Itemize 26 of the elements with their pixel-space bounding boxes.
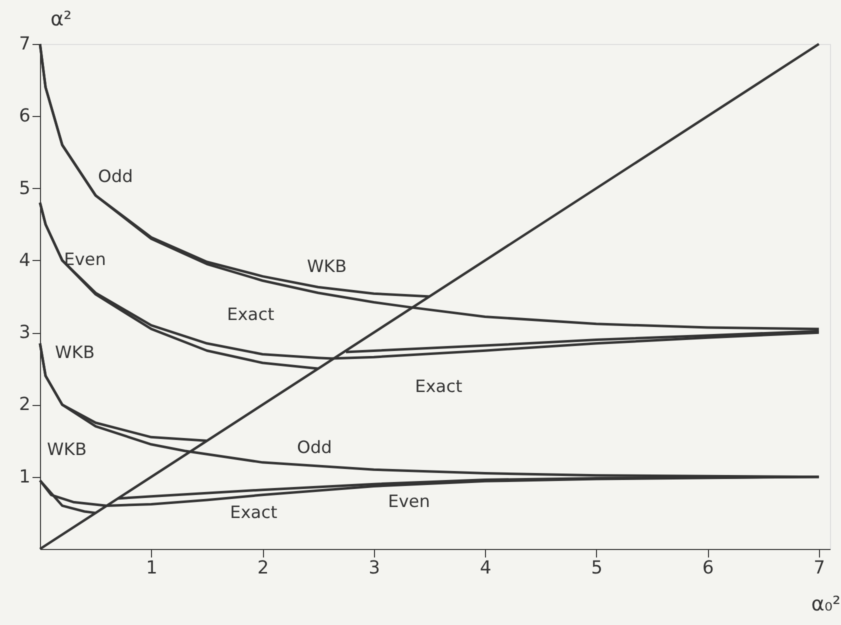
x-tick-label: 6: [702, 558, 714, 578]
y-tick-label: 6: [19, 106, 30, 127]
annotation: WKB: [55, 343, 95, 363]
annotation: Even: [388, 492, 430, 512]
annotation: Exact: [227, 305, 275, 325]
x-tick-label: 4: [480, 558, 492, 578]
y-tick-label: 1: [19, 466, 30, 488]
x-tick-label: 2: [257, 558, 269, 578]
annotation: Exact: [230, 503, 278, 523]
annotation: Even: [64, 250, 106, 270]
annotation: WKB: [307, 257, 347, 277]
annotation: Odd: [98, 167, 133, 187]
annotation: WKB: [47, 440, 87, 460]
y-tick-label: 4: [19, 250, 30, 271]
y-tick-label: 3: [19, 322, 30, 344]
y-tick-label: 7: [19, 34, 30, 54]
x-tick-label: 5: [591, 558, 603, 578]
x-tick-label: 7: [814, 558, 826, 578]
x-axis-title: α₀²: [811, 592, 840, 616]
y-tick-label: 5: [19, 178, 30, 199]
y-axis-title: α²: [50, 6, 72, 30]
annotation: Odd: [297, 438, 332, 458]
x-tick-label: 3: [368, 558, 380, 578]
x-tick-label: 1: [146, 558, 158, 578]
y-tick-label: 2: [19, 394, 30, 416]
annotation: Exact: [415, 377, 463, 397]
